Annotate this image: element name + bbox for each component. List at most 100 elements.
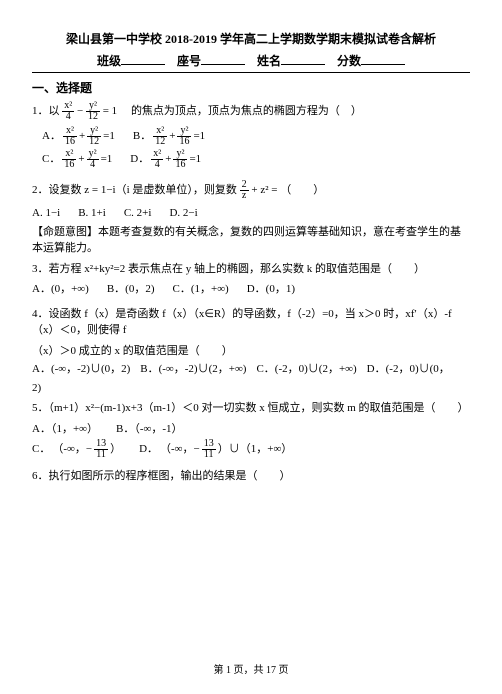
q1a-eq: =1 — [103, 128, 115, 145]
q1-opt-b: B． x²12 + y²16 =1 — [133, 126, 205, 147]
q5d-t1: （-∞，− — [160, 441, 200, 458]
q1d-d2: 16 — [173, 160, 187, 170]
q2-stem-a: 2．设复数 z = 1−i（i 是虚数单位），则复数 — [32, 184, 237, 196]
score-blank — [361, 53, 405, 65]
q1b-d2: 16 — [177, 137, 191, 147]
q5-opts-row2: C． （-∞，− 1311 ） D． （-∞，− 1311 ）∪（1，+∞） — [32, 439, 470, 460]
seat-label: 座号 — [177, 54, 201, 68]
q4-opt-a: A．(-∞，-2)∪(0，2) — [32, 361, 130, 378]
q5-opt-a: A．（1，+∞） — [32, 421, 98, 438]
q3-opt-b: B．(0，2) — [107, 281, 155, 298]
q5-opt-b: B．（-∞，-1） — [116, 421, 183, 438]
q2-plus: + z² = — [251, 184, 277, 196]
question-3: 3．若方程 x²+ky²=2 表示焦点在 y 轴上的椭圆，那么实数 k 的取值范… — [32, 261, 470, 278]
q1a-plus: + — [79, 128, 85, 145]
q1-b-label: B． — [133, 128, 151, 145]
q1d-plus: + — [165, 151, 171, 168]
question-5: 5．（m+1）x²−(m-1)x+3（m-1）＜0 对一切实数 x 恒成立，则实… — [32, 400, 470, 417]
q3-opt-a: A．(0，+∞) — [32, 281, 89, 298]
q1b-d1: 12 — [153, 137, 167, 147]
q1-opt-a: A． x²16 + y²12 =1 — [42, 126, 115, 147]
q1c-d1: 16 — [62, 160, 76, 170]
q4-opt-c: C．(-2，0)∪(2，+∞) — [256, 361, 356, 378]
name-label: 姓名 — [257, 54, 281, 68]
class-blank — [121, 53, 165, 65]
q1-f1-den: 4 — [62, 112, 74, 122]
q1a-d2: 12 — [87, 137, 101, 147]
q1d-eq: =1 — [189, 151, 201, 168]
q3-opt-d: D．(0，1) — [247, 281, 295, 298]
q1a-d1: 16 — [63, 137, 77, 147]
q1-a-f2: y²12 — [87, 126, 101, 147]
q4-opt-d2: 2) — [32, 380, 470, 397]
q4-opts: A．(-∞，-2)∪(0，2) B．(-∞，-2)∪(2，+∞) C．(-2，0… — [32, 361, 470, 378]
q2-tail: （ ） — [280, 184, 324, 196]
q4-opt-d: D．(-2，0)∪(0， — [367, 361, 450, 378]
q1-c-label: C． — [42, 151, 60, 168]
page-footer: 第 1 页，共 17 页 — [0, 663, 502, 678]
q1-opts-row2: C． x²16 + y²4 =1 D． x²4 + y²16 =1 — [42, 149, 470, 170]
q5d-den: 11 — [202, 450, 216, 460]
q1-b-f2: y²16 — [177, 126, 191, 147]
q5c-den: 11 — [94, 450, 108, 460]
question-1: 1．以 x²4 − y²12 = 1 的焦点为顶点，顶点为焦点的椭圆方程为（ ） — [32, 101, 470, 122]
q1-c-f1: x²16 — [62, 149, 76, 170]
q1-eq: = 1 — [103, 105, 117, 117]
q1-opt-d: D． x²4 + y²16 =1 — [130, 149, 201, 170]
q1c-d2: 4 — [87, 160, 99, 170]
question-6: 6．执行如图所示的程序框图，输出的结果是（ ） — [32, 468, 470, 485]
q1-opt-c: C． x²16 + y²4 =1 — [42, 149, 112, 170]
question-4-line2: （x）＞0 成立的 x 的取值范围是（ ） — [32, 343, 470, 360]
question-4-line1: 4．设函数 f（x）是奇函数 f（x）（x∈R）的导函数，f（-2）=0，当 x… — [32, 306, 470, 339]
header-fields: 班级 座号 姓名 分数 — [32, 52, 470, 70]
q2-opts: A. 1−i B. 1+i C. 2+i D. 2−i — [32, 205, 470, 222]
q1-b-f1: x²12 — [153, 126, 167, 147]
q1-d-f1: x²4 — [151, 149, 163, 170]
q5c-t2: ） — [110, 441, 121, 458]
class-label: 班级 — [97, 54, 121, 68]
doc-title: 梁山县第一中学校 2018-2019 学年高二上学期数学期末模拟试卷含解析 — [32, 30, 470, 48]
q5c-frac: 1311 — [94, 439, 108, 460]
question-2: 2．设复数 z = 1−i（i 是虚数单位），则复数 2z + z² = （ ） — [32, 180, 470, 201]
score-label: 分数 — [337, 54, 361, 68]
q1b-eq: =1 — [193, 128, 205, 145]
q5c-t1: （-∞，− — [52, 441, 92, 458]
q1-d-label: D． — [130, 151, 149, 168]
name-blank — [281, 53, 325, 65]
q5d-label: D． — [139, 441, 158, 458]
q5-opt-d: D． （-∞，− 1311 ）∪（1，+∞） — [139, 439, 292, 460]
q2-den: z — [240, 191, 249, 201]
q1-f2-den: 12 — [86, 112, 100, 122]
q2-opt-b: B. 1+i — [78, 205, 106, 222]
q1-opts-row1: A． x²16 + y²12 =1 B． x²12 + y²16 =1 — [42, 126, 470, 147]
q1-a-f1: x²16 — [63, 126, 77, 147]
q1-suffix: 的焦点为顶点，顶点为焦点的椭圆方程为（ ） — [131, 105, 362, 117]
q1-a-label: A． — [42, 128, 61, 145]
q1c-eq: =1 — [101, 151, 113, 168]
q1-d-f2: y²16 — [173, 149, 187, 170]
q4-opt-b: B．(-∞，-2)∪(2，+∞) — [140, 361, 246, 378]
q5d-frac: 1311 — [202, 439, 216, 460]
q2-note: 【命题意图】本题考查复数的有关概念，复数的四则运算等基础知识，意在考查学生的基本… — [32, 224, 470, 257]
q3-opts: A．(0，+∞) B．(0，2) C．(1，+∞) D．(0，1) — [32, 281, 470, 298]
q1-stem-frac1: x²4 — [62, 101, 74, 122]
q1-op: − — [77, 105, 83, 117]
q1-c-f2: y²4 — [87, 149, 99, 170]
q1-prefix: 1．以 — [32, 105, 60, 117]
q2-opt-d: D. 2−i — [169, 205, 197, 222]
q2-opt-a: A. 1−i — [32, 205, 60, 222]
q1d-d1: 4 — [151, 160, 163, 170]
seat-blank — [201, 53, 245, 65]
q5-opts-row1: A．（1，+∞） B．（-∞，-1） — [32, 421, 470, 438]
q2-opt-c: C. 2+i — [124, 205, 152, 222]
q5d-t2: ）∪（1，+∞） — [218, 441, 293, 458]
q1c-plus: + — [78, 151, 84, 168]
header-divider — [32, 72, 470, 73]
q5-opt-c: C． （-∞，− 1311 ） — [32, 439, 121, 460]
q1b-plus: + — [169, 128, 175, 145]
q5c-label: C． — [32, 441, 50, 458]
q1-stem-frac2: y²12 — [86, 101, 100, 122]
section-1-title: 一、选择题 — [32, 79, 470, 97]
q3-opt-c: C．(1，+∞) — [173, 281, 229, 298]
q2-frac: 2z — [240, 180, 249, 201]
